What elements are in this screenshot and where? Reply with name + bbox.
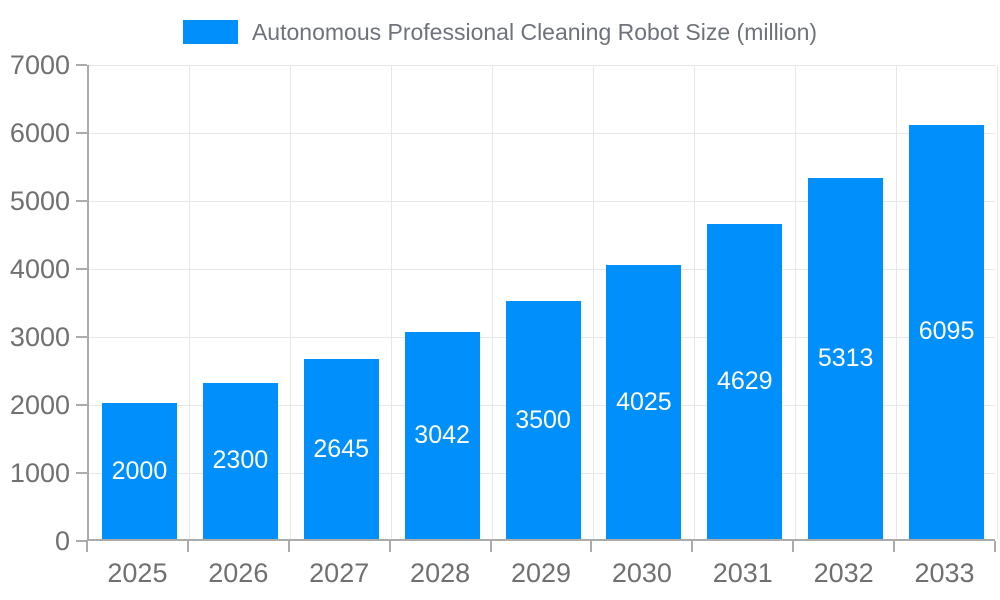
bar-2031[interactable]: 4629 [707,224,783,539]
bar-value-label: 2645 [313,434,370,463]
x-gridline [189,65,191,539]
bar-2026[interactable]: 2300 [202,382,278,539]
y-gridline [89,200,995,202]
x-axis-tick [590,541,593,552]
y-axis-tick-label: 7000 [9,50,70,80]
x-axis-tick-label: 2030 [611,558,672,588]
x-gridline [996,65,998,539]
y-axis-tick-label: 6000 [9,118,70,148]
bar-value-label: 2300 [212,446,269,475]
x-axis-tick [287,541,290,552]
y-axis-tick [76,268,87,270]
y-axis-tick [76,472,87,474]
y-axis-tick [76,132,87,134]
bar-2025[interactable]: 2000 [101,403,177,539]
y-axis-tick [76,64,87,66]
bar-value-label: 3042 [414,421,470,450]
x-gridline [290,65,292,539]
x-axis-tick [388,541,391,552]
y-axis-tick-label: 1000 [9,458,70,488]
x-axis-tick-label: 2028 [410,558,471,588]
x-axis-tick-label: 2026 [208,558,269,588]
bar-2030[interactable]: 4025 [606,265,682,539]
x-axis-tick [691,541,694,552]
bar-2027[interactable]: 2645 [303,359,379,539]
y-axis-tick [76,200,87,202]
x-gridline [592,65,594,539]
x-gridline [391,65,393,539]
legend-label: Autonomous Professional Cleaning Robot S… [251,18,818,45]
x-gridline [492,65,494,539]
legend[interactable]: Autonomous Professional Cleaning Robot S… [0,16,1000,48]
y-axis-tick-label: 4000 [9,254,70,284]
bar-value-label: 4025 [616,387,672,416]
y-axis-tick-label: 5000 [9,186,70,216]
x-gridline [895,65,897,539]
bar-value-label: 3500 [515,405,571,434]
bar-value-label: 5313 [817,343,874,372]
x-axis-tick-label: 2025 [107,558,168,588]
x-axis-tick [186,541,189,552]
y-gridline [89,64,995,66]
y-axis-tick [76,404,87,406]
bar-2029[interactable]: 3500 [505,301,581,539]
y-gridline [89,268,995,270]
x-axis-tick-label: 2031 [712,558,773,588]
bar-2033[interactable]: 6095 [909,124,985,539]
x-axis-tick-label: 2032 [813,558,874,588]
bar-2032[interactable]: 5313 [808,177,884,539]
x-axis-tick-label: 2033 [914,558,975,588]
bar-value-label: 2000 [111,456,168,485]
x-axis-tick [994,541,996,552]
bar-value-label: 6095 [918,317,975,346]
y-gridline [89,132,995,134]
x-axis-tick [489,541,492,552]
x-axis-tick [792,541,795,552]
x-axis-tick [86,541,88,552]
bar-value-label: 4629 [716,367,773,396]
y-axis-tick-label: 0 [54,526,70,556]
x-gridline [693,65,695,539]
y-axis-tick-label: 2000 [9,390,70,420]
y-axis-tick [76,336,87,338]
plot-area: 2000 2300 2645 3042 3500 4025 4629 5313 6095 [87,64,998,541]
y-axis-tick [76,540,87,542]
legend-swatch-icon [182,20,238,44]
bar-2028[interactable]: 3042 [404,332,480,539]
x-axis-tick-label: 2027 [309,558,370,588]
x-axis-tick [893,541,896,552]
x-gridline [794,65,796,539]
x-axis-tick-label: 2029 [510,558,572,588]
y-axis-tick-label: 3000 [9,322,70,352]
